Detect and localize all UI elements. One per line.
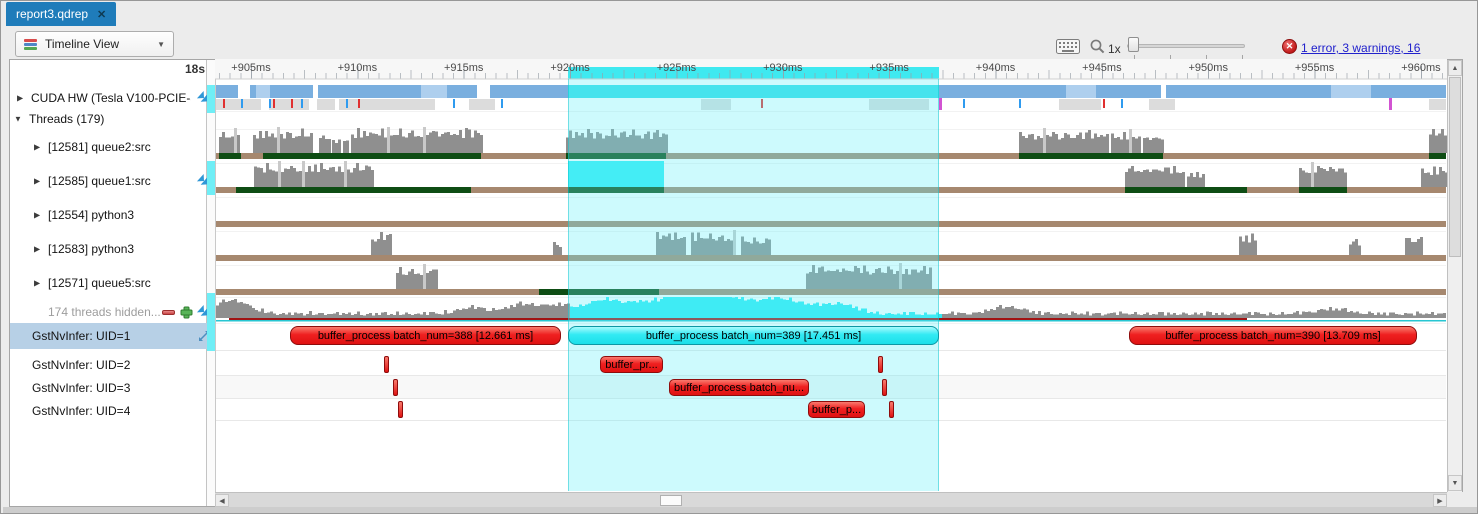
vertical-scroll-thumb[interactable] (1449, 77, 1461, 257)
sidebar-item-label: GstNvInfer: UID=2 (32, 358, 131, 372)
sidebar-item-gstnvinfer-uid1[interactable]: GstNvInfer: UID=1 (10, 323, 215, 349)
caret-down-icon[interactable]: ▼ (14, 114, 22, 124)
sidebar-item-gstnvinfer-uid4[interactable]: GstNvInfer: UID=4 (10, 401, 215, 421)
row-highlight-marker (207, 85, 215, 113)
sidebar-item-queue1[interactable]: ▶ [12585] queue1:src (10, 171, 215, 191)
sidebar-item-label: Threads (179) (29, 112, 105, 126)
sidebar-item-python3-12583[interactable]: ▶ [12583] python3 (10, 239, 215, 259)
row-highlight-marker (207, 161, 215, 195)
caret-right-icon[interactable]: ▶ (34, 210, 41, 220)
caret-right-icon[interactable]: ▶ (34, 142, 41, 152)
error-icon: ✕ (1282, 39, 1297, 54)
sidebar (10, 60, 207, 506)
sidebar-item-python3-12554[interactable]: ▶ [12554] python3 (10, 205, 215, 225)
scroll-right-button[interactable]: ▶ (1433, 494, 1447, 507)
sidebar-item-label: GstNvInfer: UID=4 (32, 404, 131, 418)
sidebar-item-queue5[interactable]: ▶ [12571] queue5:src (10, 273, 215, 293)
scroll-up-button[interactable]: ▲ (1448, 60, 1462, 76)
row-highlight-marker (207, 293, 215, 323)
layers-icon (24, 38, 37, 50)
add-icon[interactable] (179, 305, 193, 319)
sidebar-item-label: CUDA HW (Tesla V100-PCIE-32G (31, 91, 191, 105)
view-selector-dropdown[interactable]: Timeline View ▼ (15, 31, 174, 57)
scroll-down-button[interactable]: ▼ (1448, 475, 1462, 491)
jump-to-icon[interactable] (194, 88, 214, 108)
jump-to-icon[interactable] (194, 171, 214, 191)
magnifier-icon (1089, 38, 1106, 60)
horizontal-scroll-thumb[interactable] (660, 495, 682, 506)
caret-right-icon[interactable]: ▶ (34, 176, 41, 186)
tab-report[interactable]: report3.qdrep ✕ (6, 2, 117, 26)
slider-tick (1134, 55, 1135, 59)
close-icon[interactable]: ✕ (97, 8, 107, 21)
sidebar-item-label: [12571] queue5:src (48, 276, 151, 290)
row-highlight-marker (207, 323, 215, 351)
caret-right-icon[interactable]: ▶ (34, 244, 41, 254)
sidebar-item-queue2[interactable]: ▶ [12581] queue2:src (10, 137, 215, 157)
selection-region[interactable] (568, 79, 939, 491)
keyboard-icon[interactable] (1056, 39, 1080, 59)
sidebar-item-label: GstNvInfer: UID=3 (32, 381, 131, 395)
jump-to-icon[interactable] (194, 302, 214, 322)
caret-right-icon[interactable]: ▶ (34, 278, 41, 288)
row-indicator-strip (207, 60, 216, 506)
zoom-slider-track[interactable] (1127, 44, 1245, 48)
slider-tick (1206, 55, 1207, 59)
ruler-origin-label: 18s (184, 62, 205, 76)
sidebar-item-gstnvinfer-uid3[interactable]: GstNvInfer: UID=3 (10, 378, 215, 398)
sidebar-item-cuda-hw[interactable]: ▶ CUDA HW (Tesla V100-PCIE-32G (10, 85, 215, 111)
zoom-level-label: 1x (1108, 42, 1121, 56)
zoom-slider-thumb[interactable] (1128, 37, 1139, 52)
scroll-left-button[interactable]: ◀ (215, 494, 229, 507)
vertical-scrollbar[interactable]: ▲ ▼ (1447, 60, 1462, 492)
sidebar-item-hidden-threads[interactable]: 174 threads hidden... (10, 302, 215, 322)
sidebar-item-label: 174 threads hidden... (48, 305, 161, 319)
view-selector-label: Timeline View (45, 37, 120, 51)
chevron-down-icon: ▼ (157, 39, 165, 49)
sidebar-item-label: [12554] python3 (48, 208, 135, 222)
sidebar-item-label: [12583] python3 (48, 242, 135, 256)
sidebar-item-label: GstNvInfer: UID=1 (32, 329, 131, 343)
status-strip (3, 507, 1477, 513)
timeline-panel (9, 59, 1463, 507)
slider-tick (1242, 55, 1243, 59)
tab-title: report3.qdrep (16, 7, 89, 21)
remove-icon[interactable] (161, 305, 175, 319)
slider-tick (1170, 55, 1171, 59)
sidebar-item-gstnvinfer-uid2[interactable]: GstNvInfer: UID=2 (10, 355, 215, 375)
sidebar-item-threads[interactable]: ▼ Threads (179) (10, 109, 215, 129)
timeline-canvas[interactable] (215, 59, 1447, 493)
caret-right-icon[interactable]: ▶ (17, 93, 24, 103)
sidebar-item-label: [12581] queue2:src (48, 140, 151, 154)
scrollbar-corner (1447, 492, 1463, 507)
horizontal-scrollbar[interactable]: ◀ ▶ (215, 492, 1447, 507)
sidebar-item-label: [12585] queue1:src (48, 174, 151, 188)
